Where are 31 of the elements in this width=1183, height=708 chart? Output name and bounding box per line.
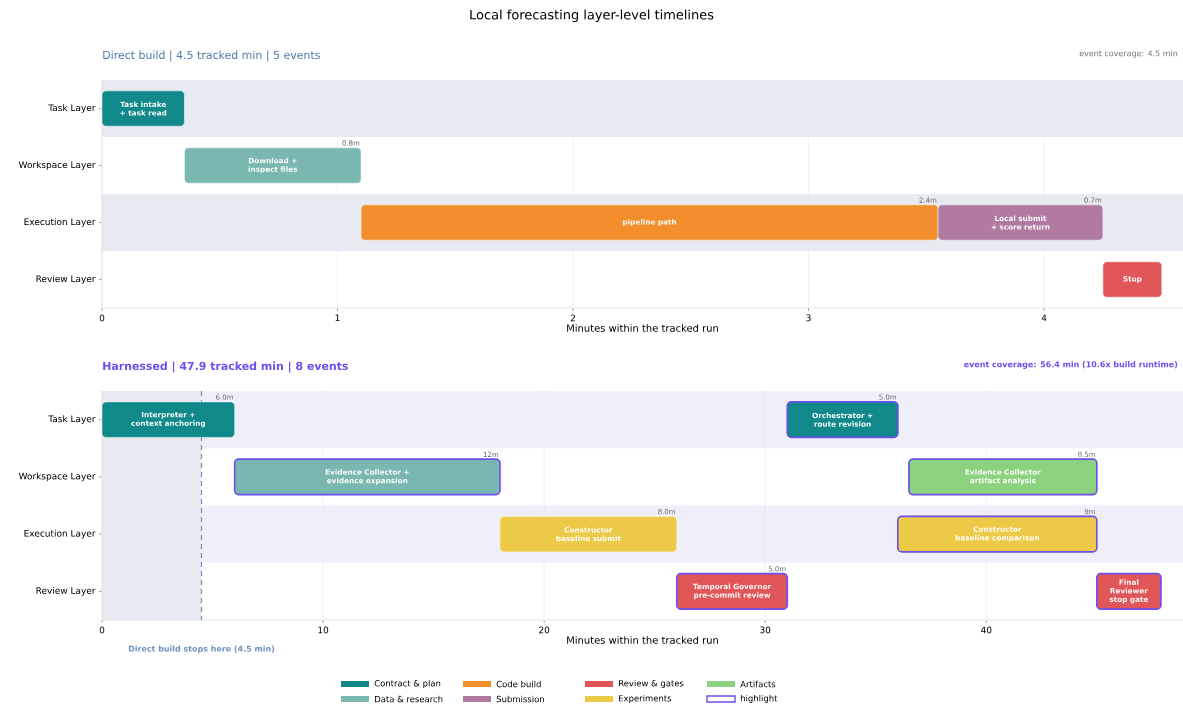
y-tick-label: Review Layer — [36, 275, 96, 284]
x-axis-title: Minutes within the tracked run — [567, 636, 718, 644]
x-tick-label: 30 — [760, 626, 771, 634]
x-tick-label: 0 — [99, 626, 105, 634]
legend-label: Data & research — [375, 695, 443, 703]
legend-label: Artifacts — [740, 680, 776, 688]
x-tick-label: 0 — [99, 314, 105, 322]
y-tick-label: Workspace Layer — [18, 161, 96, 170]
x-tick-label: 10 — [318, 626, 329, 634]
x-tick-label: 4 — [1041, 314, 1047, 322]
y-tick-label: Workspace Layer — [18, 472, 96, 482]
chart-title: Harnessed | 47.9 tracked min | 8 events — [103, 361, 348, 373]
text: highlight — [740, 694, 778, 704]
y-tick-label: Review Layer — [36, 587, 96, 596]
y-tick-label: Task Layer — [48, 415, 96, 424]
x-tick-label: 2 — [570, 314, 575, 322]
y-tick-label: Execution Layer — [24, 218, 96, 227]
y-tick-label: Task Layer — [48, 104, 96, 113]
chart-subtitle: Direct build | 4.5 tracked min | 5 events — [103, 50, 320, 62]
legend-label: Code build — [496, 680, 541, 688]
y-tick-label: Execution Layer — [24, 529, 96, 539]
legend-label: Submission — [496, 695, 544, 703]
x-axis-title: Minutes within the tracked run — [567, 324, 718, 332]
x-tick-label: 3 — [806, 314, 811, 322]
x-tick-label: 40 — [981, 626, 992, 634]
legend-label: Review & gates — [619, 679, 684, 689]
chart-title: Local forecasting layer-level timelines — [470, 9, 714, 23]
x-tick-label: 1 — [335, 314, 340, 322]
legend-label: Experiments — [619, 694, 672, 704]
x-tick-label: 20 — [539, 626, 550, 634]
legend-label: Contract & plan — [374, 679, 441, 689]
